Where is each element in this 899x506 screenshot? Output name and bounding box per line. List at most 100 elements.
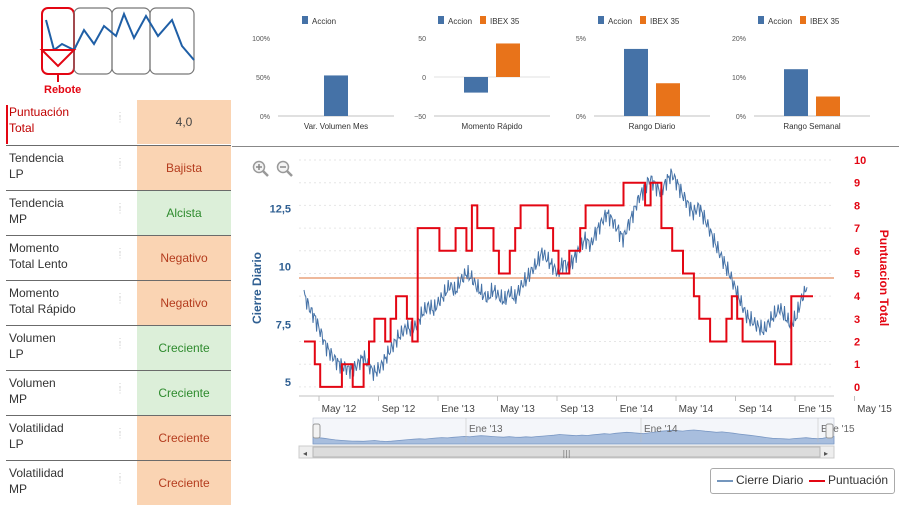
indicator-label: Momento Total Lento xyxy=(9,240,119,272)
right-tick-label: 8 xyxy=(854,200,860,212)
indicator-label: Volatilidad MP xyxy=(9,465,119,497)
drag-handle-icon[interactable]: ⋮ ⋮ xyxy=(116,337,124,350)
navigator-handle[interactable] xyxy=(312,423,321,439)
legend-item-cierre[interactable]: Cierre Diario xyxy=(736,473,804,487)
x-tick-label: Sep '12 xyxy=(382,404,416,415)
indicator-value: Negativo xyxy=(137,236,231,280)
bar-accion[interactable] xyxy=(784,69,808,116)
y-tick-label: 50% xyxy=(256,75,270,82)
legend-label: Accion xyxy=(768,17,792,26)
left-tick-label: 5 xyxy=(285,377,291,389)
x-tick-label: Ene '13 xyxy=(441,404,475,415)
drag-handle-icon[interactable]: ⋮ ⋮ xyxy=(116,247,124,260)
right-tick-label: 0 xyxy=(854,382,860,394)
legend-label: IBEX 35 xyxy=(490,17,520,26)
indicator-value: Creciente xyxy=(137,461,231,505)
scrollbar-thumb[interactable] xyxy=(312,446,821,458)
indicator-label-line1: Volumen xyxy=(9,376,56,390)
legend-label: Accion xyxy=(312,17,336,26)
navigator-series xyxy=(312,429,835,445)
bar-accion[interactable] xyxy=(464,77,488,93)
y-tick-label: 0% xyxy=(260,114,270,121)
indicator-row[interactable]: Tendencia MP ⋮ ⋮ Alcista xyxy=(6,190,231,236)
y-tick-label: 10% xyxy=(732,75,746,82)
x-tick-label: May '13 xyxy=(500,404,535,415)
right-tick-label: 1 xyxy=(854,359,860,371)
indicator-value: Negativo xyxy=(137,281,231,325)
drag-handle-icon[interactable]: ⋮ ⋮ xyxy=(116,202,124,215)
navigator-label: Ene '13 xyxy=(469,424,503,435)
y-tick-label: 0% xyxy=(576,114,586,121)
bar-accion[interactable] xyxy=(624,48,648,116)
indicator-label-line1: Volatilidad xyxy=(9,466,64,480)
selected-row-accent xyxy=(6,105,8,144)
bar-ibex-35[interactable] xyxy=(656,83,680,116)
indicator-row[interactable]: Volumen LP ⋮ ⋮ Creciente xyxy=(6,325,231,371)
indicator-label-line1: Puntuación xyxy=(9,105,70,119)
indicator-row[interactable]: Puntuación Total ⋮ ⋮ 4,0 xyxy=(6,100,231,145)
indicator-row[interactable]: Volumen MP ⋮ ⋮ Creciente xyxy=(6,370,231,416)
indicator-row[interactable]: Tendencia LP ⋮ ⋮ Bajista xyxy=(6,145,231,191)
series-line-puntuacion[interactable] xyxy=(304,181,813,388)
indicator-label-line2: MP xyxy=(9,392,27,406)
navigator-handle[interactable] xyxy=(825,423,834,439)
y-tick-label: 50 xyxy=(418,36,426,43)
right-tick-label: 7 xyxy=(854,223,860,235)
mini-chart-rango-semanal: Accion IBEX 35 20% 10% 0% Rango Semanal xyxy=(732,16,870,131)
right-tick-label: 6 xyxy=(854,246,860,258)
drag-handle-icon[interactable]: ⋮ ⋮ xyxy=(116,292,124,305)
indicator-row[interactable]: Momento Total Lento ⋮ ⋮ Negativo xyxy=(6,235,231,281)
indicator-label: Volumen LP xyxy=(9,330,119,362)
indicator-label-line2: Total xyxy=(9,121,35,135)
logo-label: Rebote xyxy=(44,84,82,96)
indicator-label-line1: Momento xyxy=(9,241,60,255)
indicator-label-line1: Momento xyxy=(9,286,60,300)
drag-handle-icon[interactable]: ⋮ ⋮ xyxy=(116,157,124,170)
indicator-label-line2: LP xyxy=(9,347,24,361)
left-tick-label: 10 xyxy=(279,261,291,273)
zoom-in-icon[interactable] xyxy=(252,160,270,178)
y-tick-label: 5% xyxy=(576,36,586,43)
scrollbar-grip-icon: ||| xyxy=(562,449,570,458)
legend-label: IBEX 35 xyxy=(810,17,840,26)
x-tick-label: Sep '13 xyxy=(560,404,594,415)
indicator-label: Puntuación Total xyxy=(9,104,119,136)
category-label: Rango Semanal xyxy=(783,122,841,131)
x-tick-label: May '12 xyxy=(322,404,357,415)
right-tick-label: 9 xyxy=(854,178,860,190)
indicator-value: Creciente xyxy=(137,416,231,460)
legend-label: Accion xyxy=(608,17,632,26)
main-price-chart[interactable]: 5 7,5 10 12,5 0 1 2 3 4 5 6 7 8 9 10 Cierre Diario Puntu… xyxy=(244,152,899,460)
scroll-left-icon[interactable]: ◂ xyxy=(303,449,307,458)
drag-handle-icon[interactable]: ⋮ ⋮ xyxy=(116,111,124,124)
zoom-out-icon[interactable] xyxy=(276,160,294,178)
indicator-row[interactable]: Volatilidad LP ⋮ ⋮ Creciente xyxy=(6,415,231,461)
bar-ibex-35[interactable] xyxy=(816,96,840,117)
category-label: Var. Volumen Mes xyxy=(304,122,368,131)
scroll-right-icon[interactable]: ▸ xyxy=(824,449,828,458)
y-tick-label: 20% xyxy=(732,36,746,43)
indicator-label: Momento Total Rápido xyxy=(9,285,119,317)
legend-swatch xyxy=(480,16,486,24)
bar-ibex-35[interactable] xyxy=(496,43,520,77)
legend-item-puntuacion[interactable]: Puntuación xyxy=(828,473,889,487)
indicator-label-line2: LP xyxy=(9,437,24,451)
legend-swatch xyxy=(640,16,646,24)
indicator-row[interactable]: Momento Total Rápido ⋮ ⋮ Negativo xyxy=(6,280,231,326)
x-tick-label: May '14 xyxy=(679,404,714,415)
right-tick-label: 10 xyxy=(854,155,866,167)
series-line-cierre[interactable] xyxy=(303,168,808,381)
drag-handle-icon[interactable]: ⋮ ⋮ xyxy=(116,427,124,440)
drag-handle-icon[interactable]: ⋮ ⋮ xyxy=(116,472,124,485)
right-axis-title: Puntuacion Total xyxy=(877,230,891,326)
drag-handle-icon[interactable]: ⋮ ⋮ xyxy=(116,382,124,395)
legend-swatch xyxy=(800,16,806,24)
right-tick-label: 5 xyxy=(854,268,860,280)
category-label: Rango Diario xyxy=(629,122,676,131)
indicator-label-line2: Total Lento xyxy=(9,257,68,271)
indicator-label-line2: MP xyxy=(9,212,27,226)
bar-accion[interactable] xyxy=(324,75,348,116)
indicator-row[interactable]: Volatilidad MP ⋮ ⋮ Creciente xyxy=(6,460,231,506)
y-tick-label: 0 xyxy=(422,75,426,82)
indicator-label-line1: Tendencia xyxy=(9,151,64,165)
